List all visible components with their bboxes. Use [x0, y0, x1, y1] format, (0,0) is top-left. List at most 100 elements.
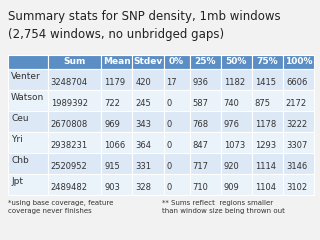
- Bar: [189, 132, 221, 153]
- Bar: [164, 55, 189, 69]
- Bar: [48, 69, 101, 90]
- Text: 1182: 1182: [224, 78, 245, 87]
- Text: 969: 969: [104, 120, 120, 129]
- Bar: [101, 69, 132, 90]
- Text: Yri: Yri: [11, 135, 23, 144]
- Bar: [8, 111, 48, 132]
- Bar: [101, 90, 132, 111]
- Bar: [252, 55, 283, 69]
- Text: 0: 0: [167, 120, 172, 129]
- Text: 2520952: 2520952: [51, 162, 87, 171]
- Text: 75%: 75%: [257, 58, 278, 66]
- Text: 740: 740: [224, 99, 239, 108]
- Text: 2489482: 2489482: [51, 183, 88, 192]
- Text: Summary stats for SNP density, 1mb windows
(2,754 windows, no unbridged gaps): Summary stats for SNP density, 1mb windo…: [8, 10, 281, 41]
- Bar: [221, 69, 252, 90]
- Bar: [189, 69, 221, 90]
- Text: 1415: 1415: [255, 78, 276, 87]
- Bar: [8, 153, 48, 174]
- Text: 768: 768: [193, 120, 209, 129]
- Text: 3222: 3222: [286, 120, 307, 129]
- Text: 1073: 1073: [224, 141, 245, 150]
- Bar: [132, 69, 164, 90]
- Bar: [164, 174, 189, 195]
- Bar: [132, 132, 164, 153]
- Bar: [252, 90, 283, 111]
- Text: Watson: Watson: [11, 93, 44, 102]
- Bar: [283, 132, 314, 153]
- Text: 331: 331: [135, 162, 151, 171]
- Bar: [48, 55, 101, 69]
- Text: Ceu: Ceu: [11, 114, 28, 123]
- Text: 364: 364: [135, 141, 151, 150]
- Bar: [283, 69, 314, 90]
- Text: 1104: 1104: [255, 183, 276, 192]
- Bar: [283, 90, 314, 111]
- Text: 1179: 1179: [104, 78, 125, 87]
- Bar: [252, 174, 283, 195]
- Text: 2172: 2172: [286, 99, 307, 108]
- Bar: [252, 69, 283, 90]
- Bar: [101, 153, 132, 174]
- Bar: [252, 111, 283, 132]
- Text: 100%: 100%: [285, 58, 312, 66]
- Bar: [132, 111, 164, 132]
- Text: 328: 328: [135, 183, 151, 192]
- Bar: [164, 111, 189, 132]
- Bar: [189, 174, 221, 195]
- Text: 710: 710: [193, 183, 208, 192]
- Bar: [189, 90, 221, 111]
- Text: 6606: 6606: [286, 78, 307, 87]
- Bar: [132, 153, 164, 174]
- Text: 1178: 1178: [255, 120, 276, 129]
- Text: 245: 245: [135, 99, 151, 108]
- Bar: [48, 90, 101, 111]
- Text: 936: 936: [193, 78, 209, 87]
- Bar: [8, 55, 48, 69]
- Bar: [283, 111, 314, 132]
- Text: 2670808: 2670808: [51, 120, 88, 129]
- Bar: [221, 90, 252, 111]
- Bar: [283, 174, 314, 195]
- Text: 50%: 50%: [226, 58, 247, 66]
- Bar: [189, 55, 221, 69]
- Text: 0: 0: [167, 141, 172, 150]
- Bar: [164, 90, 189, 111]
- Bar: [101, 55, 132, 69]
- Bar: [48, 111, 101, 132]
- Text: *using base coverage, feature
coverage never finishes: *using base coverage, feature coverage n…: [8, 200, 113, 214]
- Text: 3307: 3307: [286, 141, 307, 150]
- Bar: [164, 132, 189, 153]
- Text: 1293: 1293: [255, 141, 276, 150]
- Text: 17: 17: [167, 78, 177, 87]
- Text: 909: 909: [224, 183, 239, 192]
- Bar: [221, 111, 252, 132]
- Bar: [221, 132, 252, 153]
- Text: Stdev: Stdev: [133, 58, 163, 66]
- Bar: [221, 153, 252, 174]
- Text: Chb: Chb: [11, 156, 29, 165]
- Bar: [189, 153, 221, 174]
- Bar: [8, 69, 48, 90]
- Bar: [48, 174, 101, 195]
- Text: 976: 976: [224, 120, 240, 129]
- Text: 903: 903: [104, 183, 120, 192]
- Bar: [221, 174, 252, 195]
- Bar: [283, 55, 314, 69]
- Text: 0: 0: [167, 183, 172, 192]
- Bar: [189, 111, 221, 132]
- Text: 420: 420: [135, 78, 151, 87]
- Bar: [48, 132, 101, 153]
- Bar: [8, 174, 48, 195]
- Text: 25%: 25%: [194, 58, 216, 66]
- Bar: [8, 132, 48, 153]
- Text: 920: 920: [224, 162, 239, 171]
- Bar: [8, 90, 48, 111]
- Text: Jpt: Jpt: [11, 177, 23, 186]
- Text: 0%: 0%: [169, 58, 184, 66]
- Bar: [252, 132, 283, 153]
- Text: 1114: 1114: [255, 162, 276, 171]
- Bar: [164, 153, 189, 174]
- Text: 3248704: 3248704: [51, 78, 88, 87]
- Bar: [252, 153, 283, 174]
